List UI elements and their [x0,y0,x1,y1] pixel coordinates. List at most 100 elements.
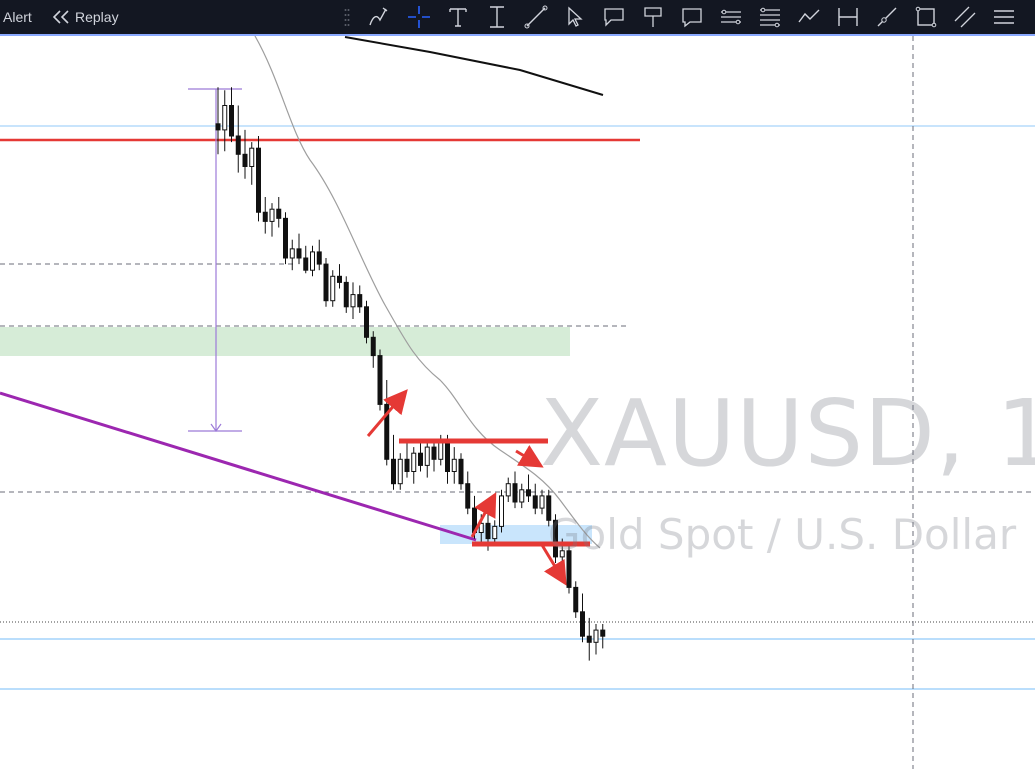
brush-icon [368,7,387,26]
candle-bearish [485,522,491,540]
date-range-tool[interactable] [828,0,867,34]
crosshair-icon [407,6,430,28]
measure-tool[interactable] [188,88,242,433]
candle-bearish [404,458,410,472]
candle-bullish [451,458,457,472]
callout-tool[interactable] [594,0,633,34]
trend-line-tool[interactable] [516,0,555,34]
replay-button[interactable]: Replay [53,0,119,34]
text-cursor-tool[interactable] [477,0,516,34]
callout-icon [603,8,624,27]
candle-bearish [242,153,248,168]
fib-levels-tool[interactable] [750,0,789,34]
candle-bearish [364,306,369,338]
candle-bearish [418,452,423,466]
replay-label: Replay [75,9,119,25]
candle-bullish [593,629,599,643]
candle-bearish [431,446,437,460]
trend-line-icon [524,5,547,29]
candle-bearish [465,483,471,509]
text-icon [448,8,467,27]
candle-bearish [546,495,552,521]
candle-bearish [526,489,531,497]
candle-bullish [310,251,315,271]
candle-bearish [262,211,268,222]
candles [215,87,606,661]
candle-bullish [222,105,228,131]
candle-bearish [580,611,585,637]
horizontal-lines-icon [720,9,741,25]
candle-bearish [296,248,302,259]
comment-icon [681,8,702,28]
candle-bearish [283,217,288,259]
candle-bearish [343,281,349,308]
candle-bearish [532,495,538,509]
slow-moving-average[interactable] [344,36,604,96]
candle-bearish [586,635,592,643]
candle-bearish [370,336,376,357]
alert-button[interactable]: Alert [3,0,32,34]
candle-bearish [391,458,396,485]
brush-tool[interactable] [360,0,399,34]
candle-bearish [256,147,261,213]
cursor-tool[interactable] [555,0,594,34]
fast-moving-average[interactable] [254,36,601,549]
candle-bearish [215,123,221,131]
text-cursor-icon [489,6,504,28]
candle-bearish [600,629,606,637]
crosshair-tool[interactable] [399,0,438,34]
ray-tool[interactable] [867,0,906,34]
rewind-icon [53,10,69,24]
candle-bullish [424,446,430,466]
trendline[interactable] [0,391,477,542]
candle-bullish [539,495,545,509]
arrow-up-1[interactable] [366,389,408,437]
parallel-channel-icon [954,6,975,28]
candle-bearish [337,275,342,283]
candle-bullish [330,275,336,302]
comment-tool[interactable] [672,0,711,34]
price-chart[interactable] [0,36,1035,769]
ray-icon [877,7,896,27]
candle-bearish [229,105,234,137]
demand-zone[interactable] [0,327,570,356]
candle-bearish [445,440,450,472]
candle-bearish [512,483,518,503]
horizontal-lines-tool[interactable] [711,0,750,34]
candle-bearish [303,257,309,271]
rectangle-tool[interactable] [906,0,945,34]
arrow-down-1[interactable] [515,444,544,468]
drag-handle-icon[interactable] [344,8,350,26]
candle-bullish [350,294,356,308]
alert-label: Alert [3,9,32,25]
arrow-up-2[interactable] [470,492,497,538]
date-range-icon [837,8,858,26]
candle-bullish [478,522,484,533]
candle-bullish [559,550,565,558]
candle-bearish [566,550,572,588]
candle-bullish [397,458,403,485]
candle-bearish [235,135,241,155]
toolbar-divider [0,34,1035,36]
more-tools-tool[interactable] [984,0,1023,34]
candle-bullish [438,440,444,460]
candle-bearish [316,251,322,265]
tool-strip [360,0,1023,34]
candle-bullish [249,147,255,167]
path-tool[interactable] [789,0,828,34]
candle-bullish [499,495,504,527]
cursor-arrow-icon [567,6,583,27]
candle-bullish [492,525,498,540]
flag-note-tool[interactable] [633,0,672,34]
text-tool[interactable] [438,0,477,34]
candle-bullish [519,489,525,503]
candle-bearish [573,586,579,613]
parallel-channel-tool[interactable] [945,0,984,34]
candle-bullish [269,208,275,222]
path-icon [797,9,819,23]
candle-bullish [505,483,511,497]
drawing-toolbar: Alert Replay [0,0,1035,34]
candle-bearish [276,208,282,219]
arrow-down-2[interactable] [540,544,567,586]
flag-note-icon [643,7,662,27]
